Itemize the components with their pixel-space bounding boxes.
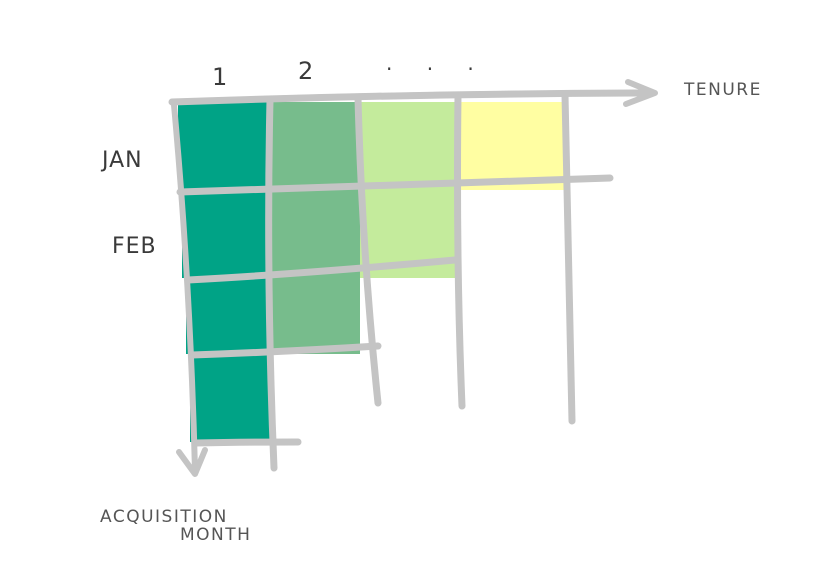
x-axis-arrow — [169, 79, 658, 107]
y-axis-label-line1: ACQUISITION — [100, 507, 228, 527]
column-ellipsis: . . . — [386, 51, 488, 75]
grid-vertical-line-4 — [561, 91, 576, 425]
grid-vertical-line-1 — [265, 96, 278, 472]
column-label-2: 2 — [298, 57, 313, 85]
cohort-cells — [178, 102, 566, 442]
grid-horizontal-line-mar-apr — [188, 342, 382, 359]
row-label-jan: JAN — [100, 148, 143, 173]
cohort-cell-row2-tenure2 — [270, 190, 360, 278]
cohort-cell-row1-tenure1 — [178, 102, 270, 190]
cohort-cell-row1-tenure4 — [458, 102, 566, 190]
y-axis-label-line2: MONTH — [180, 525, 251, 545]
grid-horizontal-line-bottom — [191, 438, 302, 447]
cohort-cell-row3-tenure1 — [186, 278, 270, 354]
cohort-cell-row3-tenure2 — [270, 278, 360, 354]
cohort-cell-row4-tenure1 — [190, 354, 270, 442]
x-axis-label: TENURE — [683, 80, 762, 100]
grid-vertical-line-3 — [454, 92, 466, 410]
cohort-cell-row1-tenure3 — [360, 102, 458, 190]
grid-vertical-line-2 — [354, 94, 382, 407]
column-label-1: 1 — [212, 63, 227, 91]
y-axis-arrow — [171, 102, 208, 477]
cohort-cell-row1-tenure2 — [270, 102, 360, 190]
grid-horizontal-line-jan-feb — [176, 174, 614, 196]
row-label-feb: FEB — [112, 234, 157, 259]
grid-horizontal-line-feb-mar — [184, 256, 459, 284]
cohort-cell-row2-tenure1 — [182, 190, 270, 278]
